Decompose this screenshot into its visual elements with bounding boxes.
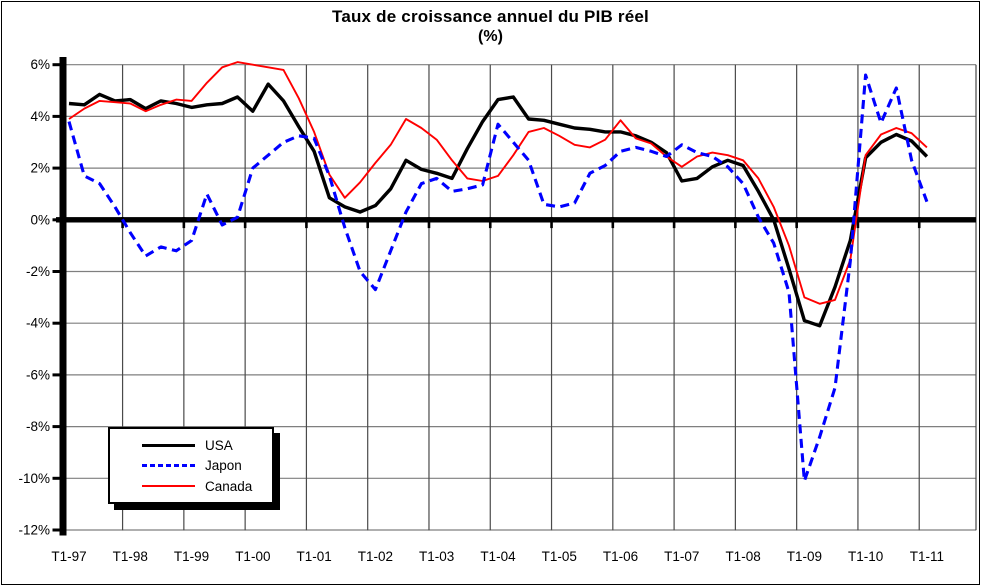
x-tick-label: T1-98 [113, 549, 148, 564]
x-tick-label: T1-97 [51, 549, 86, 564]
x-tick-label: T1-02 [358, 549, 393, 564]
legend-line-sample-japon [142, 464, 195, 467]
series-line-japon [67, 73, 929, 483]
y-axis-tick [52, 270, 60, 273]
legend-label-canada: Canada [205, 478, 253, 494]
y-axis-tick [52, 114, 60, 118]
chart-subtitle: (%) [478, 28, 503, 45]
y-tick-label: -12% [18, 523, 50, 538]
x-tick-label: T1-99 [174, 549, 209, 564]
y-tick-label: 0% [30, 212, 50, 227]
chart-title: Taux de croissance annuel du PIB réel [332, 7, 649, 26]
y-axis-tick [52, 373, 60, 377]
y-axis-tick [52, 166, 60, 170]
x-tick-label: T1-01 [296, 549, 331, 564]
y-axis-tick [52, 63, 60, 67]
y-tick-label: -10% [18, 471, 50, 486]
x-axis-tick [182, 217, 186, 229]
y-tick-label: 6% [30, 57, 50, 72]
x-tick-label: T1-11 [910, 549, 944, 564]
series-line-usa [68, 82, 929, 328]
y-tick-label: -8% [26, 419, 50, 434]
y-axis-tick [52, 476, 60, 480]
x-axis-tick [611, 217, 615, 229]
x-tick-label: T1-10 [848, 549, 883, 564]
y-tick-label: 2% [30, 161, 50, 176]
y-axis-tick [52, 321, 60, 325]
y-tick-label: -2% [26, 264, 50, 279]
series-line-canada [68, 61, 928, 305]
y-axis-line [59, 57, 67, 536]
legend-item-usa: USA [142, 438, 268, 453]
y-tick-label: -4% [26, 316, 50, 331]
x-axis-tick [488, 217, 492, 229]
legend-line-sample-canada [142, 485, 195, 487]
legend-item-canada: Canada [142, 479, 268, 494]
x-axis-tick [672, 217, 676, 229]
x-tick-label: T1-03 [419, 549, 454, 564]
legend-line-sample-usa [142, 443, 195, 447]
legend: USA Japon Canada [108, 427, 274, 504]
x-tick-label: T1-06 [603, 549, 638, 564]
x-axis-tick [243, 217, 247, 229]
x-tick-label: T1-00 [235, 549, 270, 564]
x-axis-tick [427, 217, 431, 229]
x-axis-tick [917, 217, 921, 229]
y-tick-label: -6% [26, 367, 50, 382]
zero-line [56, 217, 976, 223]
y-axis-tick [52, 528, 60, 532]
legend-label-usa: USA [205, 437, 233, 453]
legend-item-japon: Japon [142, 458, 268, 473]
x-tick-label: T1-07 [664, 549, 699, 564]
legend-label-japon: Japon [205, 458, 242, 473]
y-axis-tick [52, 218, 60, 222]
x-tick-label: T1-05 [542, 549, 577, 564]
x-axis-tick [795, 217, 798, 229]
x-tick-label: T1-08 [725, 549, 760, 564]
x-tick-label: T1-09 [787, 549, 822, 564]
x-axis-tick [550, 217, 553, 229]
x-axis-tick [366, 217, 369, 229]
y-tick-label: 4% [30, 109, 50, 124]
x-axis-tick [305, 217, 308, 229]
y-axis-tick [52, 425, 60, 429]
x-axis-tick [734, 217, 737, 229]
x-tick-label: T1-04 [480, 549, 516, 564]
x-axis-tick [856, 217, 860, 229]
